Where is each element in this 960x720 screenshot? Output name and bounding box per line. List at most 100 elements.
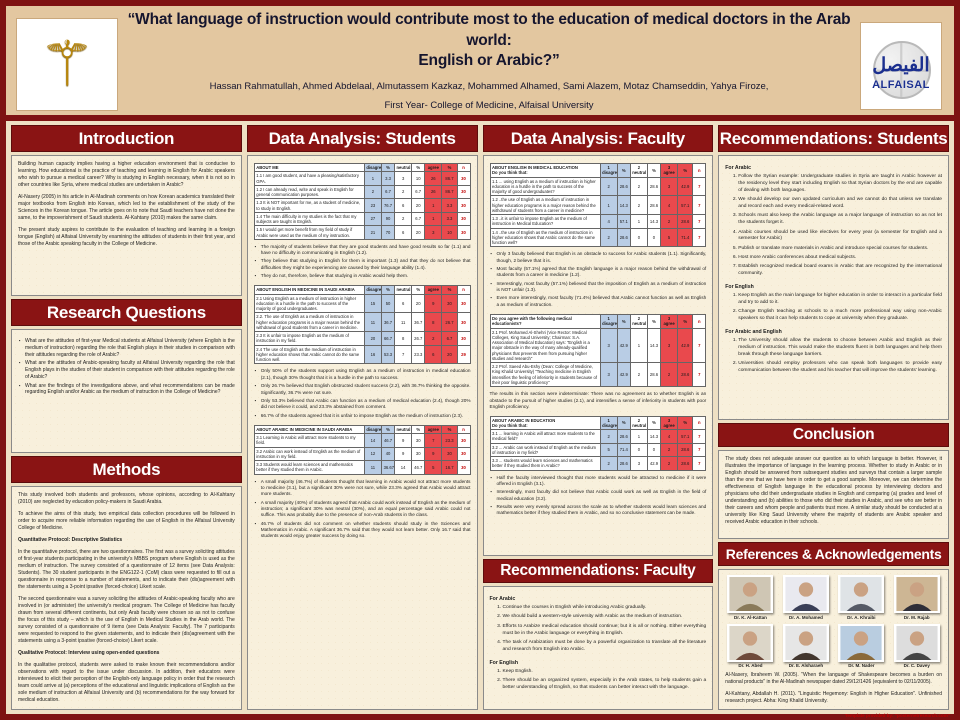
table-row: 3.2 Arabic can work instead of English a…: [253, 446, 471, 462]
person-icon: [729, 577, 772, 611]
list-item: Keep English.: [503, 669, 707, 676]
person-icon: [896, 625, 938, 660]
person-card: Dr. M. Nader: [836, 623, 886, 668]
portrait-photo: [838, 623, 885, 662]
list-item: Universities should employ professors wh…: [738, 361, 942, 375]
list-item: We should develop our own updated curric…: [738, 197, 942, 211]
table-row: 1.3 It is NOT important for me, as a stu…: [253, 198, 471, 213]
poster-title: “What language of instruction would cont…: [126, 10, 852, 73]
list-item: Results were very evenly spread across t…: [491, 504, 707, 517]
person-card: Dr. C. Davey: [892, 623, 942, 668]
table-row: 1.2 ..the use of English as a medium of …: [489, 195, 707, 215]
paragraph: This study involved both students and pr…: [18, 492, 235, 505]
table-row: 1.4 ..the use of English as the medium o…: [489, 227, 707, 248]
table-row: 2.2. The use of English as a medium of i…: [253, 312, 471, 333]
for-arabic-heading: For Arabic: [725, 165, 751, 171]
table-row: 3.2 ... Arabic can work instead of Engli…: [489, 442, 707, 458]
list-item: Efforts to Arabize medical education sho…: [503, 624, 707, 638]
faculty-table-english: ABOUT ENGLISH IN MEDICAL EDUCATION Do you…: [489, 163, 707, 248]
acknowledged-people: Dr. K. Al-Kattan Dr. A. Mohamed: [725, 575, 942, 668]
for-english-heading: For English: [489, 659, 519, 666]
portrait-photo: [838, 575, 885, 613]
faculty-table-educationists: Do you agree with the following medical …: [489, 314, 707, 387]
person-icon: [896, 577, 938, 611]
portrait-photo: [893, 575, 940, 613]
person-icon: [840, 577, 882, 611]
paragraph: The second questionnaire was a survey so…: [18, 596, 235, 644]
person-icon: [785, 577, 827, 611]
section-title-conclusion: Conclusion: [718, 423, 949, 447]
students-recs-arabic: Follow the Syrian example: Undergraduate…: [725, 174, 942, 278]
person-name: Dr. M. Nader: [848, 663, 875, 668]
section-title-recommendations-students: Recommendations: Students: [718, 125, 949, 152]
section-title-research-questions: Research Questions: [11, 299, 242, 326]
faculty-table-arabic: ABOUT ARABIC IN EDUCATION Do you think th…: [489, 415, 707, 471]
person-card: Dr. H. Abed: [725, 623, 775, 668]
alfaisal-logo: الفيصل ALFAISAL: [860, 21, 942, 110]
list-item: Most faculty (57.1%) agreed that the Eng…: [491, 266, 707, 279]
portrait-photo: [893, 623, 940, 662]
poster-body: Introduction Building human capacity imp…: [6, 121, 954, 714]
portrait-photo: [782, 623, 829, 662]
students-recs-both: The University should allow the students…: [725, 338, 942, 375]
table-row: 2.3 It is unfair to impose English as th…: [253, 331, 471, 346]
column-3: Data Analysis: Faculty ABOUT ENGLISH IN …: [482, 125, 714, 710]
data-analysis-faculty: ABOUT ENGLISH IN MEDICAL EDUCATION Do you…: [482, 155, 714, 556]
students-table-english: ABOUT ENGLISH IN MEDICINE IN SAUDI ARABI…: [253, 285, 471, 365]
students-table-arabic: ABOUT ARABIC IN MEDICINE IN SAUDI ARABIA…: [253, 424, 471, 475]
citation: Al-Kahtany, Abdallah H. (2011). "Linguis…: [725, 691, 942, 704]
list-item: Only 26.7% believed that English obstruc…: [255, 383, 471, 396]
table-row: 3.3 Students would learn sciences and ma…: [253, 460, 471, 475]
paragraph: Qualitative Protocol: Interview using op…: [18, 650, 160, 656]
for-arabic-heading: For Arabic: [489, 596, 516, 602]
students-table-about-me: ABOUT ME disagree% neutral% agree% n 1.1…: [253, 162, 471, 240]
table-row: 2.4 The use of English as the medium of …: [253, 344, 471, 365]
table-row: 1.2 I can already read, write and speak …: [253, 184, 471, 200]
list-item: Host more Arabic conferences about medic…: [738, 255, 942, 262]
person-icon: [729, 625, 772, 660]
list-item: Schools must also keep the Arabic langua…: [738, 213, 942, 227]
table-row: 1.1 ... using English as a medium of ins…: [489, 176, 707, 197]
list-item: Only 50% of the students support using E…: [255, 368, 471, 381]
for-english-heading: For English: [725, 284, 754, 291]
list-item: Even more interestingly, most faculty (7…: [491, 295, 707, 308]
section-title-methods: Methods: [11, 456, 242, 483]
title-line1: “What language of instruction would cont…: [127, 10, 851, 49]
table-row: 3.1 Learning in Arabic will attract more…: [253, 433, 471, 448]
section-title-recommendations-faculty: Recommendations: Faculty: [482, 559, 714, 583]
table-row: 1.3 ..it is unfair to impose English as …: [489, 214, 707, 229]
portrait-photo: [727, 575, 774, 613]
poster-header: ⚚ “What language of instruction would co…: [6, 6, 954, 115]
table-row: 3.3 ... students would learn sciences an…: [489, 456, 707, 471]
paragraph: To achieve the aims of this study, two e…: [18, 511, 235, 531]
person-name: Dr. K. Al-Kattan: [734, 614, 767, 620]
person-icon: [785, 625, 827, 660]
person-name: Dr. A. Khraibi: [847, 614, 876, 620]
caduceus-icon: ⚚: [39, 29, 95, 99]
alfaisal-latin-text: ALFAISAL: [872, 79, 930, 91]
table-row: 2.2 Prof. Saeed Abu-Eshy (Dean: College …: [489, 362, 707, 387]
citation: Al-Nasery, Ibraheem W. (2005). "When the…: [725, 672, 942, 685]
research-question-item: What are the findings of the investigati…: [19, 383, 235, 397]
person-name: Dr. H. Abed: [738, 663, 763, 668]
recommendations-students: For Arabic Follow the Syrian example: Un…: [718, 155, 949, 420]
list-item: We should build a western-style universi…: [503, 614, 707, 621]
person-name: Dr. E. Alsharaeh: [788, 663, 824, 668]
paragraph: In the qualitative protocol, students we…: [18, 662, 235, 703]
list-item: Follow the Syrian example: Undergraduate…: [738, 174, 942, 195]
students-findings-1: The majority of students believe that th…: [255, 244, 471, 280]
list-item: Only 53.3% believed that Arabic can func…: [255, 398, 471, 411]
paragraph: The study does not adequate answer our q…: [725, 456, 942, 525]
person-icon: [840, 625, 882, 660]
paragraph: Al-Nasery (2005) in his article in Al-Ma…: [18, 194, 235, 221]
research-questions-text: What are the attitudes of first-year Med…: [11, 329, 242, 453]
list-item: Establish recognized medical board exams…: [738, 264, 942, 278]
list-item: The University should allow the students…: [738, 338, 942, 359]
list-item: Arabic courses should be used like elect…: [738, 230, 942, 244]
list-item: 66.7% of the students agreed that it is …: [255, 413, 471, 419]
list-item: The task of Arabization must be done by …: [503, 640, 707, 654]
section-title-references: References & Acknowledgements: [718, 542, 949, 566]
students-findings-2: Only 50% of the students support using E…: [255, 368, 471, 418]
data-analysis-students: ABOUT ME disagree% neutral% agree% n 1.1…: [246, 155, 478, 710]
list-item: Publish or translate more materials in A…: [738, 246, 942, 253]
